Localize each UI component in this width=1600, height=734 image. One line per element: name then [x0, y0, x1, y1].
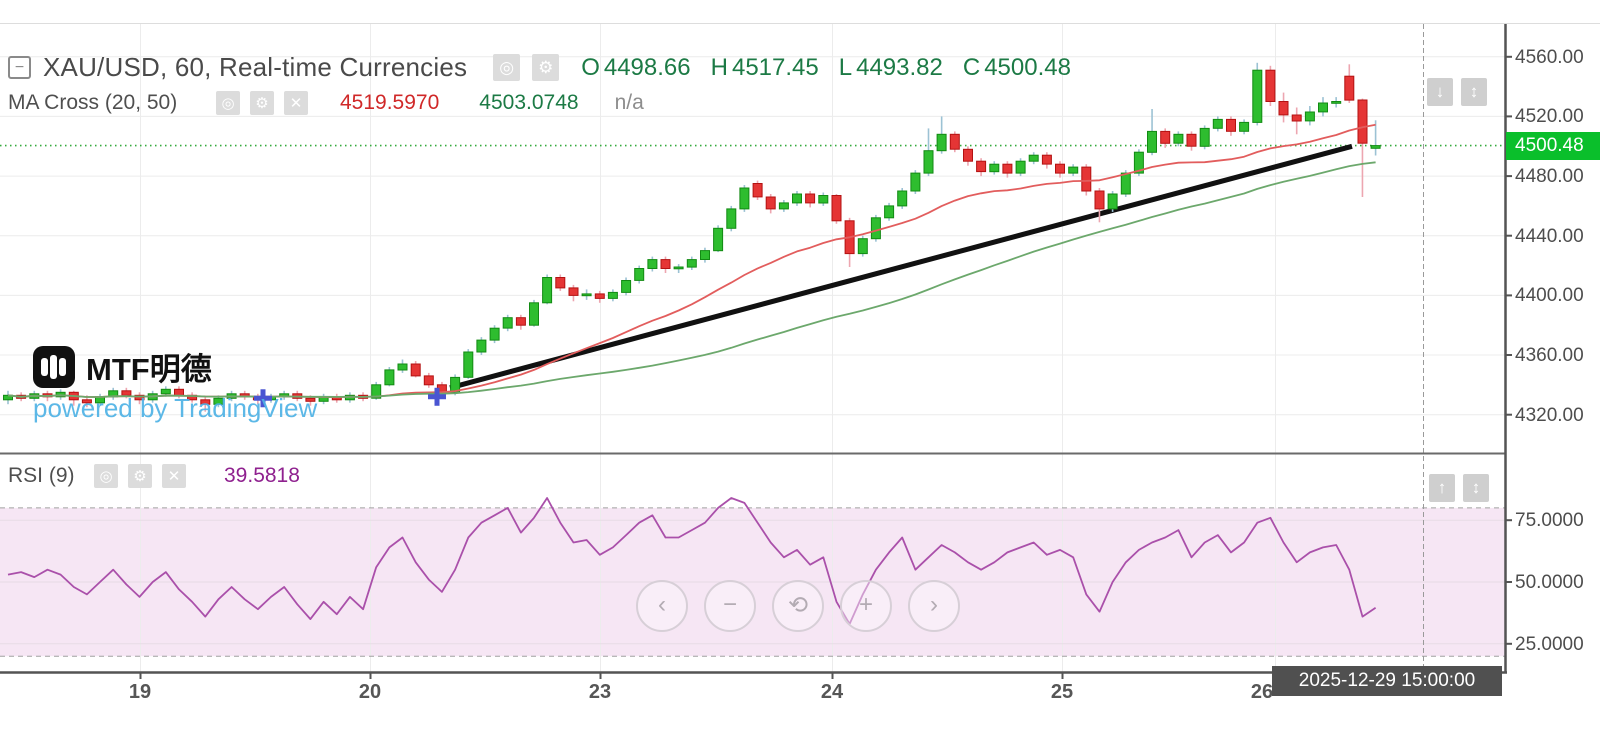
open-value: 4498.66	[603, 53, 691, 81]
price-tick-label: 4400.00	[1515, 285, 1584, 307]
scroll-right-button[interactable]: ›	[908, 580, 960, 632]
rsi-label: RSI (9)	[8, 464, 75, 487]
price-pane-maximize-icon[interactable]: ↕	[1461, 78, 1487, 106]
plus-icon: +	[858, 591, 873, 618]
crosshair-time-badge: 2025-12-29 15:00:00	[1272, 666, 1502, 696]
scroll-left-button[interactable]: ‹	[636, 580, 688, 632]
symbol-legend-row: − XAU/USD, 60, Real-time Currencies ◎ ⚙ …	[8, 52, 1071, 83]
symbol-settings-icon[interactable]: ⚙	[532, 54, 560, 81]
low-value: 4493.82	[856, 53, 943, 81]
time-tick-label: 24	[820, 681, 844, 703]
zoom-in-button[interactable]: +	[840, 580, 892, 632]
ma-cross-legend-row: MA Cross (20, 50) ◎ ⚙ ✕ 4519.5970 4503.0…	[8, 91, 644, 115]
ma-cross-label: MA Cross (20, 50)	[8, 91, 178, 114]
rsi-legend-row: RSI (9) ◎ ⚙ ✕ 39.5818	[8, 464, 300, 488]
symbol-title: XAU/USD, 60, Real-time Currencies	[43, 52, 468, 82]
price-pane-move-down-icon[interactable]: ↓	[1427, 78, 1453, 106]
chevron-right-icon: ›	[930, 591, 938, 618]
last-price-badge: 4500.48	[1506, 132, 1600, 160]
low-label: L	[838, 53, 853, 81]
time-tick-label: 25	[1050, 681, 1074, 703]
ma-close-icon[interactable]: ✕	[284, 91, 308, 115]
symbol-visibility-icon[interactable]: ◎	[493, 54, 521, 81]
zoom-out-button[interactable]: −	[704, 580, 756, 632]
ma-settings-icon[interactable]: ⚙	[250, 91, 274, 115]
time-tick-label: 23	[588, 681, 612, 703]
rsi-tick-label: 75.0000	[1515, 510, 1584, 532]
chevron-left-icon: ‹	[658, 591, 666, 618]
ma-slow-value: 4503.0748	[479, 91, 579, 114]
high-label: H	[710, 53, 728, 81]
rsi-value: 39.5818	[224, 464, 300, 487]
brand-name: MTF明德	[86, 352, 212, 387]
rsi-settings-icon[interactable]: ⚙	[128, 464, 152, 488]
close-value: 4500.48	[984, 53, 1071, 81]
rsi-tick-label: 50.0000	[1515, 572, 1584, 594]
price-tick-label: 4320.00	[1515, 404, 1584, 426]
rsi-pane-move-up-icon[interactable]: ↑	[1429, 474, 1455, 502]
high-value: 4517.45	[731, 53, 819, 81]
rsi-visibility-icon[interactable]: ◎	[94, 464, 118, 488]
reset-view-button[interactable]: ⟲	[772, 580, 824, 632]
ma-fast-value: 4519.5970	[340, 91, 440, 114]
open-label: O	[581, 53, 600, 81]
price-tick-label: 4560.00	[1515, 46, 1584, 68]
rsi-pane-maximize-icon[interactable]: ↕	[1463, 474, 1489, 502]
price-tick-label: 4440.00	[1515, 225, 1584, 247]
tradingview-attribution-link[interactable]: powered by TradingView	[33, 393, 318, 423]
time-tick-label: 20	[358, 681, 382, 703]
price-tick-label: 4360.00	[1515, 345, 1584, 367]
brand-logo-icon	[33, 345, 75, 388]
price-tick-label: 4480.00	[1515, 166, 1584, 188]
ohlc-readout: O 4498.66 H 4517.45 L 4493.82 C 4500.48	[581, 54, 1071, 82]
watermark: MTF明德 powered by TradingView	[33, 344, 317, 424]
ma-visibility-icon[interactable]: ◎	[216, 91, 240, 115]
close-label: C	[962, 53, 981, 81]
time-tick-label: 19	[128, 681, 152, 703]
rsi-tick-label: 25.0000	[1515, 633, 1584, 655]
time-tick-label: 26	[1250, 681, 1274, 703]
ma-extra-value: n/a	[614, 91, 644, 114]
rsi-close-icon[interactable]: ✕	[162, 464, 186, 488]
price-tick-label: 4520.00	[1515, 106, 1584, 128]
minus-icon: −	[722, 591, 737, 618]
reset-icon: ⟲	[787, 591, 809, 619]
collapse-pane-icon[interactable]: −	[8, 56, 31, 79]
